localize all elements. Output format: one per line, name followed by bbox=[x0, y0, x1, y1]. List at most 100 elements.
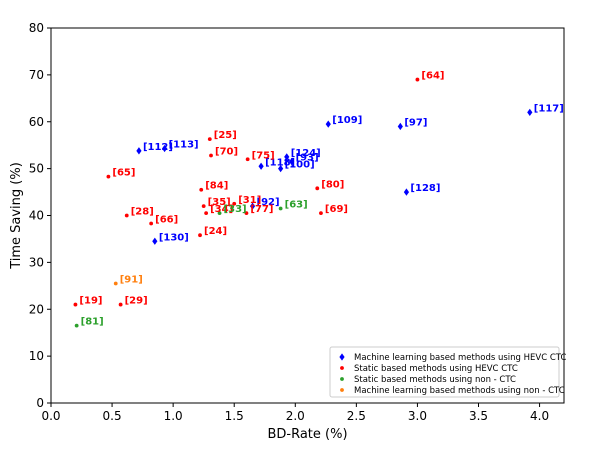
data-point bbox=[249, 202, 256, 210]
data-point bbox=[207, 137, 212, 141]
point-labels: [112][113] [130] [92] [118][100][124][93] [1… bbox=[79, 71, 563, 328]
data-point-label: [66] bbox=[155, 214, 178, 225]
legend-label: Static based methods using HEVC CTC bbox=[354, 364, 518, 374]
data-point bbox=[113, 281, 118, 286]
data-point-label: [77] bbox=[250, 204, 273, 215]
data-point bbox=[244, 211, 249, 216]
y-axis-title: Time Saving (%) bbox=[9, 162, 24, 270]
data-point-label: [109] bbox=[332, 115, 362, 126]
data-point-label: [75] bbox=[252, 150, 275, 161]
y-tick-label: 50 bbox=[29, 162, 44, 176]
data-point-label: [70] bbox=[215, 147, 238, 158]
legend-label: Machine learning based methods using HEV… bbox=[354, 353, 566, 363]
data-point bbox=[124, 213, 129, 218]
data-point-label: [63] bbox=[285, 199, 308, 210]
data-point-label: [80] bbox=[321, 179, 344, 190]
axes: 0.0 0.5 1.0 1.5 2.0 2.5 3.0 3.5 4.0 0 10 20 30 40 50 60… bbox=[29, 21, 565, 423]
x-tick-label: 1.5 bbox=[225, 409, 244, 423]
data-point bbox=[415, 77, 420, 82]
data-point-label: [31] bbox=[238, 195, 261, 206]
data-point bbox=[161, 144, 168, 153]
y-tick-label: 70 bbox=[29, 68, 44, 82]
data-point bbox=[74, 323, 79, 328]
x-tick-label: 1.0 bbox=[164, 409, 183, 423]
data-point bbox=[319, 211, 323, 216]
data-point-label: [81] bbox=[81, 317, 104, 328]
data-point-label: [69] bbox=[325, 204, 348, 215]
data-point-label: [33] bbox=[224, 204, 247, 215]
data-point-label: [117] bbox=[534, 103, 564, 114]
data-point bbox=[232, 201, 237, 206]
data-point bbox=[204, 211, 209, 216]
data-point-label: [92] bbox=[257, 197, 280, 208]
legend-marker bbox=[340, 366, 344, 370]
legend-label: Static based methods using non - CTC bbox=[354, 375, 516, 385]
y-tick-label: 0 bbox=[36, 396, 44, 410]
y-tick-label: 20 bbox=[29, 302, 44, 316]
data-point-label: [29] bbox=[125, 296, 148, 307]
legend-label: Machine learning based methods using non… bbox=[354, 386, 565, 396]
data-point bbox=[245, 157, 250, 162]
data-point-label: [35] bbox=[208, 197, 231, 208]
data-point-label: [118] bbox=[265, 157, 295, 168]
legend-box bbox=[329, 346, 560, 398]
y-tick-label: 10 bbox=[29, 349, 44, 363]
y-tick-label: 40 bbox=[29, 209, 44, 223]
data-points bbox=[73, 77, 533, 328]
data-point bbox=[149, 221, 154, 226]
data-point-label: [93] bbox=[296, 153, 319, 164]
x-tick-label: 2.5 bbox=[347, 409, 366, 423]
data-point bbox=[325, 120, 331, 128]
data-point-label: [97] bbox=[404, 117, 427, 128]
data-point-label: [113] bbox=[169, 139, 199, 150]
data-point-label: [84] bbox=[205, 181, 228, 192]
data-point bbox=[106, 174, 111, 179]
data-point bbox=[118, 302, 123, 307]
data-point-label: [100] bbox=[285, 160, 315, 171]
data-point bbox=[152, 237, 158, 245]
data-point bbox=[527, 108, 533, 117]
data-point bbox=[278, 164, 284, 173]
data-point bbox=[278, 206, 283, 211]
data-point-label: [112] bbox=[143, 142, 173, 153]
data-point bbox=[198, 233, 202, 238]
data-point bbox=[258, 162, 264, 170]
data-point bbox=[201, 204, 206, 209]
x-axis-title: BD-Rate (%) bbox=[267, 427, 347, 442]
data-point-label: [24] bbox=[204, 226, 227, 237]
data-point bbox=[403, 188, 410, 196]
legend-marker bbox=[339, 353, 345, 361]
y-tick-label: 80 bbox=[29, 21, 44, 35]
x-tick-label: 0.0 bbox=[41, 409, 60, 423]
x-tick-label: 3.0 bbox=[408, 409, 427, 423]
data-point bbox=[199, 187, 204, 192]
data-point-label: [65] bbox=[112, 168, 135, 179]
legend-marker bbox=[340, 377, 344, 381]
x-tick-label: 2.0 bbox=[286, 409, 305, 423]
data-point bbox=[136, 147, 142, 155]
data-point-label: [34] bbox=[210, 204, 233, 215]
data-point bbox=[397, 122, 403, 131]
data-point bbox=[289, 157, 295, 166]
data-point bbox=[284, 153, 290, 161]
legend-marker bbox=[340, 388, 344, 392]
data-point-label: [28] bbox=[131, 207, 154, 218]
x-tick-label: 0.5 bbox=[103, 409, 122, 423]
legend: Machine learning based methods using HEV… bbox=[329, 346, 566, 398]
y-tick-label: 30 bbox=[29, 255, 44, 269]
data-point-label: [25] bbox=[214, 130, 237, 141]
x-tick-label: 3.5 bbox=[469, 409, 488, 423]
data-point bbox=[209, 153, 213, 158]
data-point-label: [124] bbox=[291, 148, 321, 159]
data-point-label: [91] bbox=[120, 274, 143, 285]
data-point bbox=[73, 302, 78, 307]
data-point-label: [64] bbox=[421, 71, 444, 82]
data-point-label: [19] bbox=[79, 296, 102, 307]
x-tick-label: 4.0 bbox=[530, 409, 549, 423]
data-point-label: [128] bbox=[410, 183, 440, 194]
data-point bbox=[217, 211, 222, 216]
y-tick-label: 60 bbox=[29, 115, 44, 129]
data-point-label: [130] bbox=[159, 232, 189, 243]
data-point bbox=[315, 186, 320, 191]
